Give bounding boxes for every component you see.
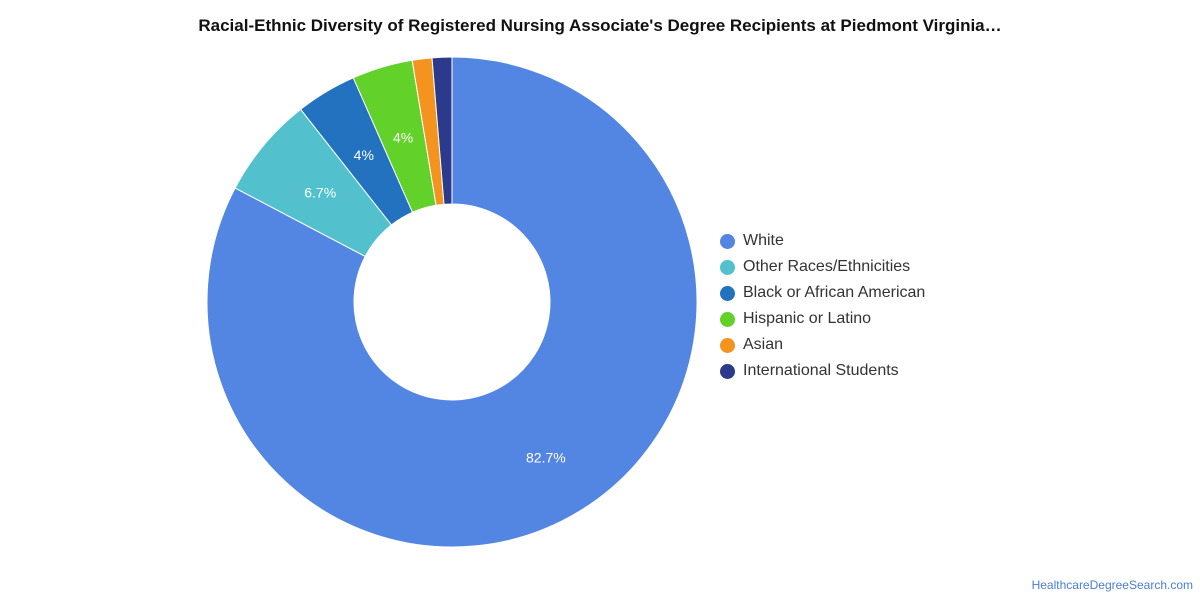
legend-item[interactable]: White <box>720 228 925 254</box>
legend-swatch <box>720 311 735 327</box>
legend-swatch <box>720 233 735 249</box>
legend-label: Hispanic or Latino <box>743 310 872 327</box>
data-label: 6.7% <box>304 184 336 200</box>
data-label: 4% <box>393 130 413 146</box>
slice-international-students[interactable] <box>431 56 453 205</box>
slice-white[interactable] <box>206 56 698 548</box>
legend-swatch <box>720 285 735 301</box>
legend-label: Asian <box>743 336 784 353</box>
legend-label: International Students <box>743 362 899 379</box>
legend-swatch <box>720 363 735 379</box>
legend-item[interactable]: Hispanic or Latino <box>720 306 925 332</box>
legend-swatch <box>720 259 735 275</box>
legend-label: Black or African American <box>743 284 926 301</box>
legend-item[interactable]: Asian <box>720 332 925 358</box>
legend-item[interactable]: International Students <box>720 358 925 384</box>
legend-item[interactable]: Other Races/Ethnicities <box>720 254 925 280</box>
data-label: 82.7% <box>526 449 566 465</box>
source-link[interactable]: HealthcareDegreeSearch.com <box>1031 578 1193 592</box>
legend-label: Other Races/Ethnicities <box>743 258 911 275</box>
legend-item[interactable]: Black or African American <box>720 280 925 306</box>
chart-legend: White Other Races/Ethnicities Black or Afr… <box>720 228 925 384</box>
legend-swatch <box>720 337 735 353</box>
legend-label: White <box>743 232 784 249</box>
chart-title: Racial-Ethnic Diversity of Registered Nu… <box>198 16 1002 35</box>
data-label: 4% <box>354 147 374 163</box>
